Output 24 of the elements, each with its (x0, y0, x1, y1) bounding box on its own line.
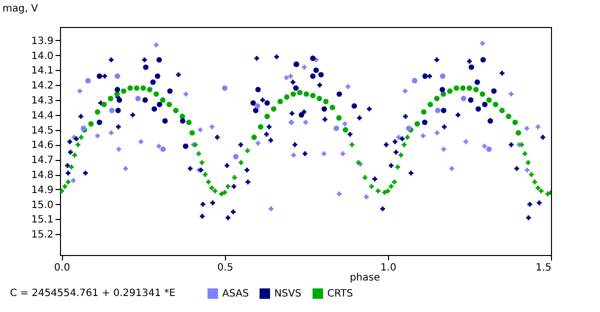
x-tick-label: 1.5 (536, 262, 552, 274)
y-tick-label: 14.3 (31, 96, 54, 107)
y-tick-label: 14.8 (31, 170, 54, 182)
y-tick-label: 14.5 (31, 125, 54, 136)
x-tick-label: 0.0 (54, 262, 70, 274)
x-tick-label: 1.0 (380, 262, 396, 274)
legend-label: ASAS (222, 288, 249, 300)
y-tick-label: 15.0 (31, 200, 54, 211)
y-axis-title: mag, V (2, 4, 38, 14)
y-tick-label: 15.2 (31, 230, 54, 241)
y-tick-label: 14.4 (31, 110, 54, 122)
y-tick-label: 14.1 (31, 66, 54, 77)
x-tick-label: 0.5 (217, 262, 234, 274)
x-axis-title: phase (350, 272, 380, 284)
y-tick-label: 14.0 (31, 50, 54, 62)
y-tick-label: 14.7 (31, 155, 54, 166)
y-tick-label: 14.9 (31, 184, 54, 196)
y-tick-label: 14.6 (31, 140, 54, 152)
text: C = 2454554.761 + 0.291341 *E (10, 288, 176, 299)
legend-label: CRTS (327, 288, 353, 300)
y-tick-label: 15.1 (31, 214, 54, 226)
legend-label: NSVS (274, 288, 302, 300)
y-tick-label: 13.9 (31, 36, 54, 47)
y-tick-label: 14.2 (31, 80, 54, 92)
